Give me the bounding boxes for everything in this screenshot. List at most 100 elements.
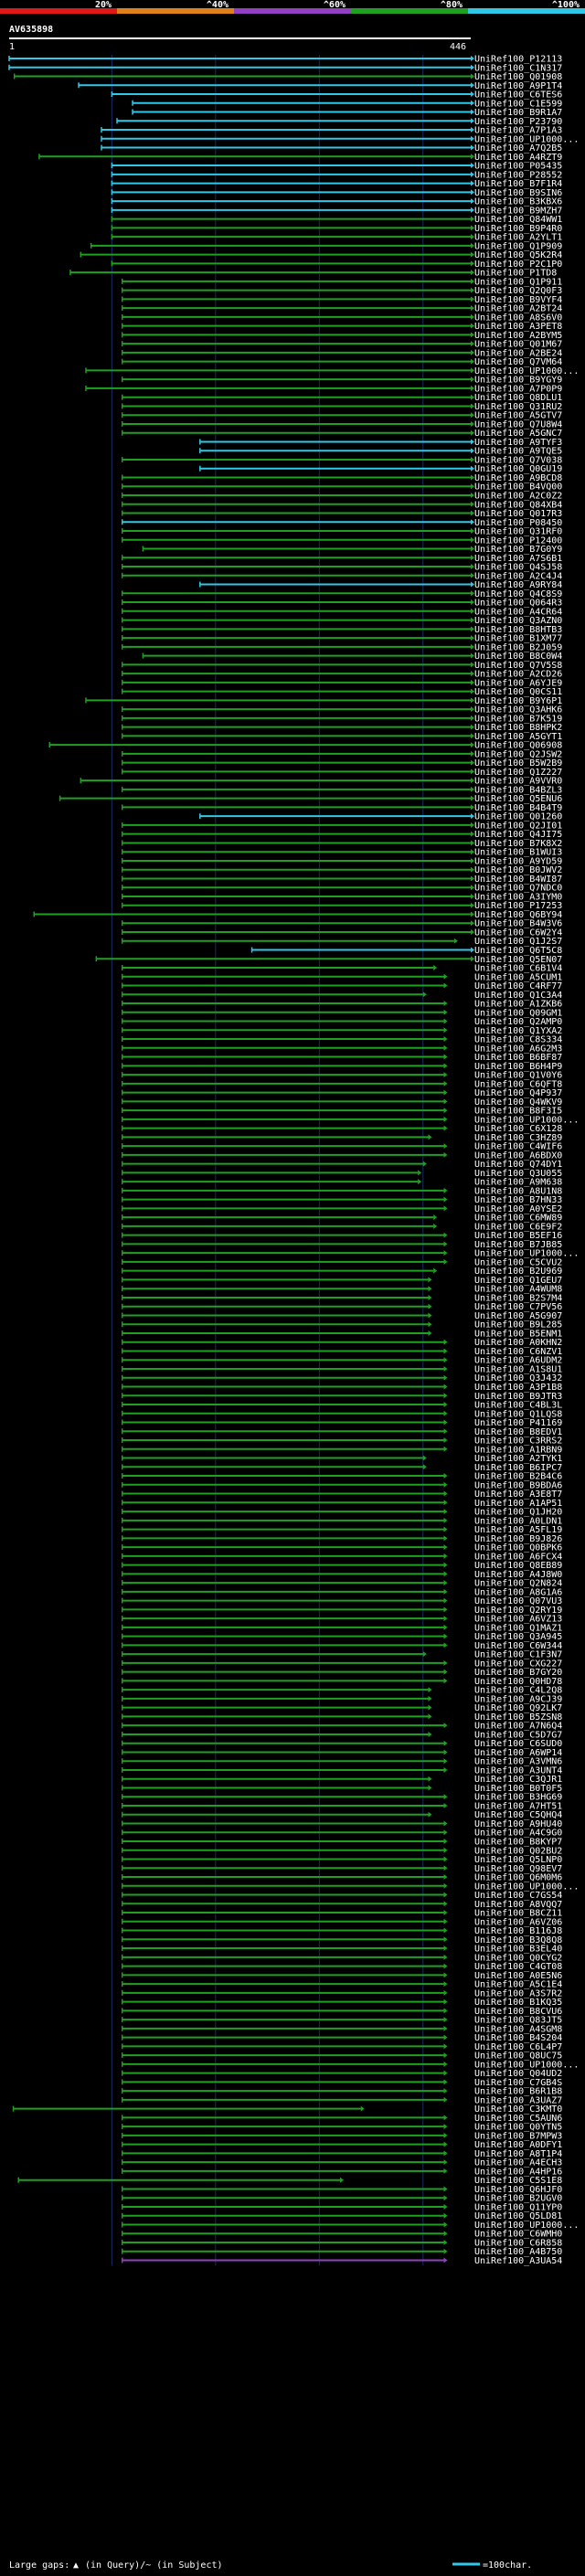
hit-label[interactable]: UniRef100_Q2N824 (474, 1579, 562, 1589)
hit-row[interactable]: UniRef100_A3VMN6 (121, 1757, 563, 1767)
hit-label[interactable]: UniRef100_B4B4T9 (474, 803, 562, 813)
hit-row[interactable]: UniRef100_A7P0P9 (85, 384, 562, 394)
hit-label[interactable]: UniRef100_Q3A945 (474, 1632, 562, 1642)
hit-row[interactable]: UniRef100_B2B4C6 (121, 1472, 563, 1482)
hit-row[interactable]: UniRef100_A0E5N6 (121, 1971, 563, 1981)
hit-row[interactable]: UniRef100_UP1000... (121, 1249, 580, 1259)
hit-row[interactable]: UniRef100_A1AP51 (121, 1499, 563, 1509)
hit-label[interactable]: UniRef100_P28552 (474, 170, 562, 180)
hit-row[interactable]: UniRef100_UP1000... (101, 134, 579, 144)
hit-label[interactable]: UniRef100_Q5K2R4 (474, 250, 562, 260)
hit-label[interactable]: UniRef100_Q1GEU7 (474, 1276, 562, 1286)
hit-label[interactable]: UniRef100_Q84WW1 (474, 215, 562, 225)
hit-label[interactable]: UniRef100_A7HT51 (474, 1801, 562, 1811)
hit-row[interactable]: UniRef100_Q4JI75 (121, 830, 563, 840)
hit-label[interactable]: UniRef100_Q4JI75 (474, 830, 562, 840)
hit-row[interactable]: UniRef100_Q11YP0 (121, 2202, 563, 2212)
hit-label[interactable]: UniRef100_A1AP51 (474, 1499, 562, 1509)
hit-row[interactable]: UniRef100_A2YLT1 (111, 233, 562, 243)
hit-label[interactable]: UniRef100_B8CZ11 (474, 1909, 562, 1919)
hit-label[interactable]: UniRef100_B9P4R0 (474, 224, 562, 234)
hit-label[interactable]: UniRef100_B2S7M4 (474, 1293, 562, 1303)
hit-label[interactable]: UniRef100_B7F1R4 (474, 179, 562, 189)
hit-row[interactable]: UniRef100_A4ECH3 (121, 2158, 563, 2168)
hit-row[interactable]: UniRef100_Q7NDC0 (121, 884, 563, 894)
hit-label[interactable]: UniRef100_Q4SJ58 (474, 563, 562, 573)
hit-row[interactable]: UniRef100_Q1J2S7 (121, 937, 563, 947)
hit-label[interactable]: UniRef100_Q6M0M6 (474, 1873, 562, 1883)
hit-row[interactable]: UniRef100_Q3J432 (121, 1373, 563, 1383)
hit-row[interactable]: UniRef100_P08450 (121, 518, 563, 528)
hit-row[interactable]: UniRef100_A9BCD8 (121, 473, 563, 483)
hit-label[interactable]: UniRef100_B3KBX6 (474, 197, 562, 207)
hit-row[interactable]: UniRef100_Q3U055 (121, 1169, 563, 1179)
hit-label[interactable]: UniRef100_Q7VM64 (474, 357, 562, 367)
hit-label[interactable]: UniRef100_Q74DY1 (474, 1160, 562, 1170)
hit-row[interactable]: UniRef100_A3UNT4 (121, 1765, 563, 1776)
hit-label[interactable]: UniRef100_B3Q8Q8 (474, 1935, 562, 1945)
hit-row[interactable]: UniRef100_Q06908 (48, 741, 562, 751)
hit-label[interactable]: UniRef100_C5QHQ4 (474, 1810, 562, 1820)
hit-row[interactable]: UniRef100_B1KQ35 (121, 1998, 563, 2008)
hit-row[interactable]: UniRef100_B7HN33 (121, 1195, 563, 1205)
hit-row[interactable]: UniRef100_C4GT08 (121, 1962, 563, 1972)
hit-row[interactable]: UniRef100_B9P4R0 (111, 224, 562, 234)
hit-row[interactable]: UniRef100_B1XM77 (121, 634, 563, 644)
hit-row[interactable]: UniRef100_Q2JI01 (121, 821, 563, 831)
hit-label[interactable]: UniRef100_UP1000... (474, 1115, 579, 1125)
hit-label[interactable]: UniRef100_B1KQ35 (474, 1998, 562, 2008)
hit-label[interactable]: UniRef100_P41169 (474, 1418, 562, 1428)
hit-label[interactable]: UniRef100_B9MZH7 (474, 206, 562, 216)
hit-label[interactable]: UniRef100_B6IPC7 (474, 1463, 562, 1473)
hit-label[interactable]: UniRef100_C3HZ89 (474, 1133, 562, 1143)
hit-row[interactable]: UniRef100_A4C9G0 (121, 1829, 563, 1839)
hit-label[interactable]: UniRef100_P08450 (474, 518, 562, 528)
hit-row[interactable]: UniRef100_B4B4T9 (121, 803, 563, 813)
hit-label[interactable]: UniRef100_B4WI87 (474, 875, 562, 885)
hit-label[interactable]: UniRef100_Q7U8W4 (474, 419, 562, 429)
hit-row[interactable]: UniRef100_A2BYM5 (121, 331, 563, 341)
hit-label[interactable]: UniRef100_Q3AZN0 (474, 616, 562, 626)
hit-label[interactable]: UniRef100_A6WP14 (474, 1748, 562, 1758)
hit-row[interactable]: UniRef100_A0LDN1 (121, 1516, 563, 1526)
hit-row[interactable]: UniRef100_B5W2B9 (121, 758, 563, 769)
hit-label[interactable]: UniRef100_B8CVU6 (474, 2007, 562, 2017)
hit-row[interactable]: UniRef100_B9JTR3 (121, 1392, 563, 1402)
hit-row[interactable]: UniRef100_B3KBX6 (111, 197, 562, 207)
hit-row[interactable]: UniRef100_Q0YTN5 (121, 2123, 563, 2133)
hit-label[interactable]: UniRef100_A4C9G0 (474, 1829, 562, 1839)
hit-row[interactable]: UniRef100_B7JB85 (121, 1240, 563, 1250)
hit-row[interactable]: UniRef100_Q6M0M6 (121, 1873, 563, 1883)
hit-label[interactable]: UniRef100_B7MPW3 (474, 2131, 562, 2141)
hit-row[interactable]: UniRef100_B2U969 (121, 1267, 563, 1277)
hit-label[interactable]: UniRef100_C6NZV1 (474, 1347, 562, 1357)
hit-label[interactable]: UniRef100_C6MW89 (474, 1214, 562, 1224)
hit-row[interactable]: UniRef100_Q4P937 (121, 1088, 563, 1098)
hit-row[interactable]: UniRef100_A5FL19 (121, 1525, 563, 1535)
hit-row[interactable]: UniRef100_Q1P911 (121, 277, 563, 287)
hit-row[interactable]: UniRef100_A2BE24 (121, 348, 563, 358)
hit-label[interactable]: UniRef100_A6FCX4 (474, 1552, 562, 1562)
hit-row[interactable]: UniRef100_Q98EV7 (121, 1864, 563, 1874)
hit-row[interactable]: UniRef100_A1RBN9 (121, 1445, 563, 1455)
hit-row[interactable]: UniRef100_A6UDM2 (121, 1356, 563, 1366)
hit-row[interactable]: UniRef100_C6E9F2 (121, 1222, 563, 1232)
hit-row[interactable]: UniRef100_A9TQE5 (199, 447, 563, 457)
hit-label[interactable]: UniRef100_B5EF16 (474, 1231, 562, 1241)
hit-label[interactable]: UniRef100_Q1P909 (474, 241, 562, 251)
hit-label[interactable]: UniRef100_A3E8T7 (474, 1489, 562, 1500)
hit-label[interactable]: UniRef100_B3EL40 (474, 1945, 562, 1955)
hit-row[interactable]: UniRef100_Q2RY19 (121, 1606, 563, 1616)
hit-row[interactable]: UniRef100_Q1YXA2 (121, 1026, 563, 1036)
hit-label[interactable]: UniRef100_A2BT24 (474, 304, 562, 314)
hit-row[interactable]: UniRef100_B5ZSN8 (121, 1712, 563, 1723)
hit-label[interactable]: UniRef100_Q11YP0 (474, 2202, 562, 2212)
hit-label[interactable]: UniRef100_Q4C8S9 (474, 589, 562, 599)
hit-row[interactable]: UniRef100_A0DFY1 (121, 2140, 563, 2150)
hit-row[interactable]: UniRef100_Q02BU2 (121, 1846, 563, 1856)
hit-row[interactable]: UniRef100_Q7U8W4 (121, 419, 563, 429)
hit-row[interactable]: UniRef100_A2C4J4 (121, 571, 563, 581)
hit-label[interactable]: UniRef100_C4BL3L (474, 1401, 562, 1411)
hit-row[interactable]: UniRef100_B4BZL3 (121, 785, 563, 795)
hit-label[interactable]: UniRef100_Q2AMP0 (474, 1017, 562, 1027)
